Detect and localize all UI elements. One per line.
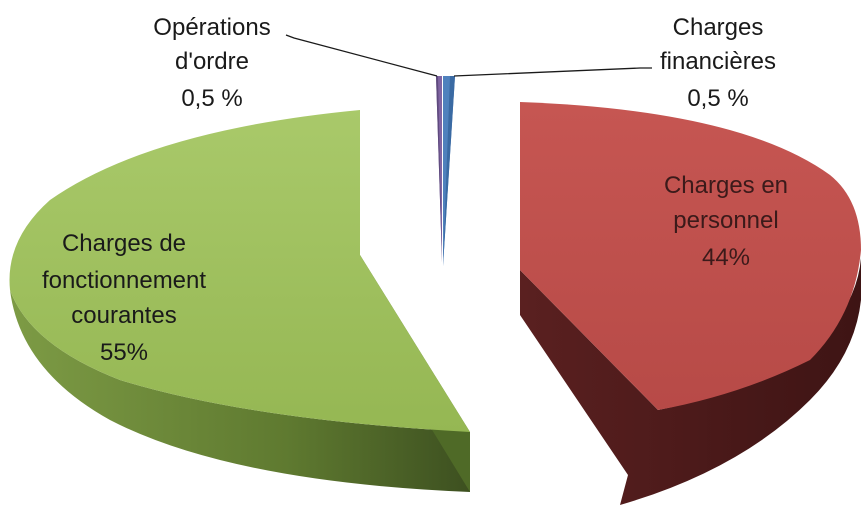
slice-charges-de-fonctionnement-top bbox=[9, 110, 470, 432]
label-charges-de-fonctionnement: Charges de fonctionnement courantes 55% bbox=[42, 230, 206, 366]
label-fonctionnement-line-1: Charges de bbox=[62, 230, 186, 257]
label-operations-value: 0,5 % bbox=[181, 85, 242, 112]
slice-charges-financieres bbox=[443, 76, 455, 266]
label-operations-line-1: Opérations bbox=[153, 14, 270, 41]
label-personnel-value: 44% bbox=[702, 244, 750, 271]
slice-charges-de-fonctionnement bbox=[9, 110, 470, 492]
label-operations-line-2: d'ordre bbox=[175, 48, 249, 75]
label-charges-en-personnel: Charges en personnel 44% bbox=[664, 172, 788, 271]
slice-charges-en-personnel bbox=[520, 102, 861, 505]
label-personnel-line-2: personnel bbox=[673, 207, 778, 234]
label-fonctionnement-line-3: courantes bbox=[71, 302, 176, 329]
slice-charges-de-fonctionnement-side bbox=[10, 290, 470, 492]
label-financieres-line-2: financières bbox=[660, 48, 776, 75]
label-charges-financieres: Charges financières 0,5 % bbox=[660, 14, 776, 112]
slice-charges-en-personnel-top bbox=[520, 102, 861, 410]
label-fonctionnement-line-2: fonctionnement bbox=[42, 267, 206, 294]
label-fonctionnement-value: 55% bbox=[100, 339, 148, 366]
slice-operations-d-ordre bbox=[436, 76, 442, 262]
label-financieres-value: 0,5 % bbox=[687, 85, 748, 112]
label-personnel-line-1: Charges en bbox=[664, 172, 788, 199]
label-operations-d-ordre: Opérations d'ordre 0,5 % bbox=[153, 14, 270, 112]
label-financieres-line-1: Charges bbox=[673, 14, 764, 41]
leader-line-financieres bbox=[453, 67, 652, 77]
leader-line-operations bbox=[285, 34, 438, 77]
slice-charges-en-personnel-side bbox=[520, 258, 861, 505]
